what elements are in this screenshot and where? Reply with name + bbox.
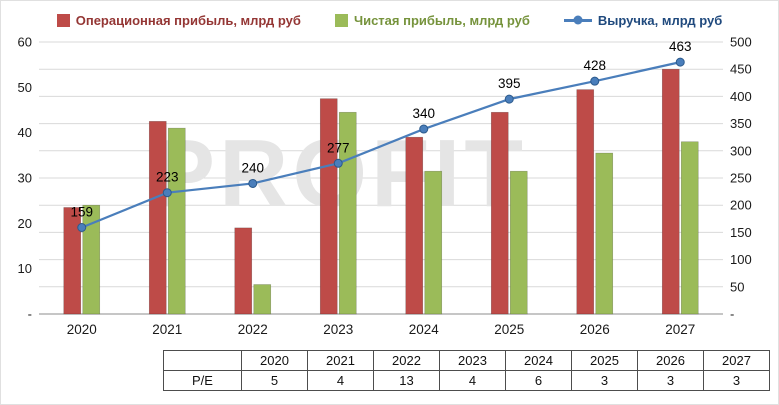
x-axis-labels: 2020 2021 2022 2023 2024 2025 2026 2027 — [67, 322, 696, 337]
bar — [167, 127, 186, 315]
operating-profit-swatch-icon — [56, 13, 70, 27]
svg-text:2020: 2020 — [67, 322, 97, 337]
legend-item-operating-profit: Операционная прибыль, млрд руб — [56, 12, 301, 28]
pe-table-year-cell: 2027 — [703, 350, 770, 371]
pe-table-value-cell: 4 — [439, 370, 506, 391]
pe-table-year-cell: 2020 — [241, 350, 308, 371]
svg-text:240: 240 — [241, 160, 264, 175]
bar — [82, 204, 101, 315]
svg-text:100: 100 — [730, 252, 752, 267]
svg-text:-: - — [730, 307, 734, 322]
svg-text:200: 200 — [730, 198, 752, 213]
pe-table-value-cell: 13 — [373, 370, 440, 391]
svg-text:2023: 2023 — [323, 322, 353, 337]
legend-item-revenue: Выручка, млрд руб — [563, 12, 723, 28]
pe-table-corner-cell — [163, 350, 242, 371]
pe-table-row-label: P/E — [163, 370, 242, 391]
pe-table: 2020 2021 2022 2023 2024 2025 2026 2027 P/E 5 4 13 4… — [163, 350, 770, 391]
pe-table-year-cell: 2025 — [571, 350, 638, 371]
revenue-point-labels: 159 223 240 277 340 395 428 463 — [70, 39, 691, 219]
svg-text:2024: 2024 — [409, 322, 440, 337]
svg-text:159: 159 — [70, 205, 93, 220]
svg-text:2027: 2027 — [665, 322, 695, 337]
bar — [661, 68, 680, 315]
svg-text:2022: 2022 — [238, 322, 268, 337]
bar — [509, 170, 528, 315]
pe-table-value-cell: 4 — [307, 370, 374, 391]
bar — [234, 227, 253, 315]
svg-text:150: 150 — [730, 225, 752, 240]
svg-text:395: 395 — [498, 76, 521, 91]
pe-table-year-cell: 2021 — [307, 350, 374, 371]
svg-text:2025: 2025 — [494, 322, 524, 337]
svg-text:30: 30 — [18, 171, 32, 186]
legend-label-net-profit: Чистая прибыль, млрд руб — [353, 12, 530, 28]
svg-text:10: 10 — [18, 261, 32, 276]
bar — [338, 111, 357, 315]
svg-text:463: 463 — [669, 39, 692, 54]
bar — [148, 121, 167, 315]
svg-text:2026: 2026 — [580, 322, 610, 337]
pe-table-year-cell: 2026 — [637, 350, 704, 371]
pe-table-year-cell: 2023 — [439, 350, 506, 371]
revenue-line — [81, 61, 681, 229]
net-profit-swatch-icon — [334, 13, 348, 27]
pe-table-value-cell: 5 — [241, 370, 308, 391]
svg-text:500: 500 — [730, 35, 752, 50]
pe-table-year-cell: 2024 — [505, 350, 572, 371]
bar — [490, 111, 509, 315]
bar — [253, 284, 272, 315]
pe-table-value-cell: 6 — [505, 370, 572, 391]
pe-table-data-row: P/E 5 4 13 4 6 3 3 3 — [163, 370, 770, 391]
bar — [595, 152, 614, 315]
bar-series-1 — [82, 111, 699, 315]
svg-text:-: - — [28, 307, 32, 322]
revenue-markers — [77, 57, 685, 233]
bar-series-0 — [63, 68, 680, 315]
legend-label-operating-profit: Операционная прибыль, млрд руб — [75, 12, 301, 28]
svg-text:350: 350 — [730, 116, 752, 131]
bar — [63, 207, 82, 315]
pe-table-value-cell: 3 — [571, 370, 638, 391]
legend-item-net-profit: Чистая прибыль, млрд руб — [334, 12, 530, 28]
bar — [424, 170, 443, 315]
bar — [319, 98, 338, 315]
svg-text:277: 277 — [327, 140, 350, 155]
legend-label-revenue: Выручка, млрд руб — [597, 12, 723, 28]
pe-table-value-cell: 3 — [637, 370, 704, 391]
bar — [405, 136, 424, 315]
pe-table-value-cell: 3 — [703, 370, 770, 391]
chart-canvas: PROFIT-102030405060-50100150200250300350… — [18, 35, 752, 338]
svg-text:300: 300 — [730, 143, 752, 158]
bar — [680, 141, 699, 315]
svg-text:50: 50 — [18, 80, 32, 95]
svg-text:400: 400 — [730, 89, 752, 104]
svg-text:223: 223 — [156, 170, 179, 185]
pe-table-header-row: 2020 2021 2022 2023 2024 2025 2026 2027 — [163, 350, 770, 371]
axis-labels: - 10 20 30 40 50 60 - 50 100 150 200 250 300 350 400 450… — [18, 35, 752, 322]
bar — [576, 89, 595, 315]
svg-text:20: 20 — [18, 216, 32, 231]
svg-text:250: 250 — [730, 171, 752, 186]
svg-text:340: 340 — [412, 106, 435, 121]
svg-text:60: 60 — [18, 35, 32, 50]
legend: Операционная прибыль, млрд руб Чистая пр… — [1, 1, 778, 32]
svg-text:428: 428 — [583, 58, 606, 73]
revenue-line-swatch-icon — [563, 15, 592, 25]
svg-text:2021: 2021 — [152, 322, 182, 337]
svg-text:50: 50 — [730, 279, 744, 294]
pe-table-year-cell: 2022 — [373, 350, 440, 371]
svg-text:40: 40 — [18, 125, 32, 140]
svg-text:450: 450 — [730, 62, 752, 77]
